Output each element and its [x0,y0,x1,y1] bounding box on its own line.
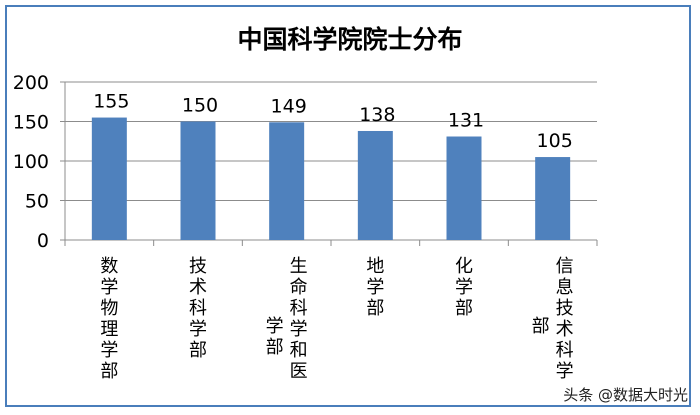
category-label: 地学部 [366,256,384,319]
category-label: 学部 [266,316,284,358]
bar [357,130,393,240]
category-label: 数学物理学部 [100,256,118,382]
category-label: 生命科学和医 [290,256,308,382]
bar [269,122,305,240]
bar [91,117,127,240]
watermark: 头条 @数据大时光 [563,386,688,404]
bar [535,157,571,240]
gridlines [65,81,597,201]
y-tick-label: 150 [13,112,49,134]
chart-title: 中国科学院院士分布 [237,25,462,54]
data-label: 138 [359,104,395,126]
category-label: 信息技术科学 [556,256,574,382]
category-label: 化学部 [455,256,473,319]
category-label: 部 [532,316,550,337]
data-label: 105 [537,130,573,152]
data-label: 131 [448,110,484,132]
bars [91,117,571,240]
data-label: 150 [182,95,218,117]
axes: 0 50 100 150 200 [13,72,598,252]
y-tick-label: 200 [13,72,49,94]
data-labels: 155 150 149 138 131 105 [93,91,573,153]
category-label: 技术科学部 [189,256,207,361]
bar [180,121,216,240]
y-tick-label: 100 [13,151,49,173]
bar [446,136,482,240]
data-label: 155 [93,91,129,113]
data-label: 149 [271,95,307,117]
y-tick-label: 50 [25,191,49,213]
y-tick-label: 0 [37,230,49,252]
